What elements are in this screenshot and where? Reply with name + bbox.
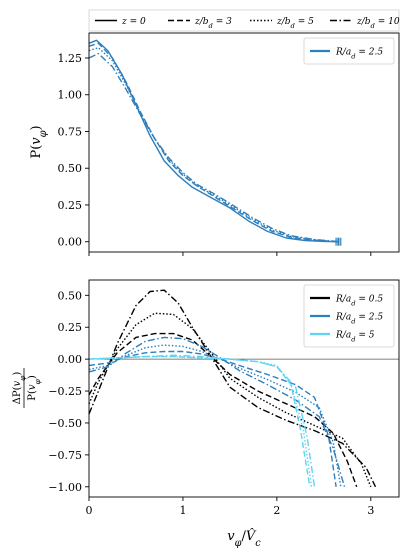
y-tick-label: 0.25 [58, 321, 83, 334]
y-tick-label: −0.25 [48, 385, 82, 398]
y-tick-label: 0.00 [58, 236, 83, 249]
legend-box [303, 284, 395, 348]
y-tick-label: 0.50 [58, 162, 83, 175]
x-tick-label: 2 [273, 504, 280, 517]
top-linestyle-legend: z = 0 z/bd = 3 z/bd = 5 z/bd = 10 [88, 9, 400, 32]
legend-label: z/bd = 10 [356, 17, 400, 30]
y-axis-label-numerator: ΔP(vφ) [12, 372, 27, 405]
legend-frame [88, 9, 400, 32]
legend-label: z/bd = 5 [276, 17, 314, 30]
y-tick-label: 0.00 [58, 353, 83, 366]
legend-label: R/ad = 0.5 [335, 295, 383, 308]
series-line [88, 47, 339, 243]
legend-label: R/ad = 2.5 [335, 48, 383, 61]
series-line [88, 289, 377, 488]
series-line [88, 355, 311, 487]
bottom-panel: 0.50 0.25 0.00 −0.25 −0.50 −0.75 −1.00 0 1 2 3 R/ad… [12, 279, 400, 549]
x-axis-label: vφ/V̂c [227, 528, 261, 549]
legend-label: z = 0 [121, 17, 146, 27]
y-axis-label-denominator: P(vφ) [27, 375, 42, 401]
series-line [88, 39, 338, 243]
x-tick-label: 1 [179, 504, 186, 517]
series-line [88, 354, 316, 487]
series-line [88, 312, 372, 488]
y-tick-label: 0.75 [58, 125, 83, 138]
series-line [88, 350, 337, 487]
y-tick-label: −0.75 [48, 449, 82, 462]
y-tick-label: −0.50 [48, 417, 82, 430]
axes-frame [88, 32, 400, 253]
series-line [88, 52, 341, 243]
legend-label: z/bd = 3 [194, 17, 232, 30]
top-panel: 0.00 0.25 0.50 0.75 1.00 1.25 R/ad = 2.5 P(vφ) [29, 32, 400, 256]
axes-frame [88, 279, 400, 498]
x-tick-label: 3 [367, 504, 374, 517]
y-tick-label: 1.00 [58, 89, 83, 102]
y-tick-label: 0.25 [58, 199, 83, 212]
y-tick-label: 1.25 [58, 52, 83, 65]
series-line [88, 336, 346, 487]
x-tick-label: 0 [86, 504, 93, 517]
y-tick-label: 0.50 [58, 289, 83, 302]
series-line [88, 42, 337, 243]
series-line [88, 355, 313, 487]
legend-label: R/ad = 2.5 [335, 313, 383, 326]
legend-label: R/ad = 5 [335, 331, 375, 344]
legend-box [303, 37, 395, 65]
y-axis-label-fraction: ΔP(vφ)P(vφ) [12, 368, 42, 408]
y-tick-label: −1.00 [48, 481, 82, 494]
y-axis-label: P(vφ) [29, 125, 49, 158]
